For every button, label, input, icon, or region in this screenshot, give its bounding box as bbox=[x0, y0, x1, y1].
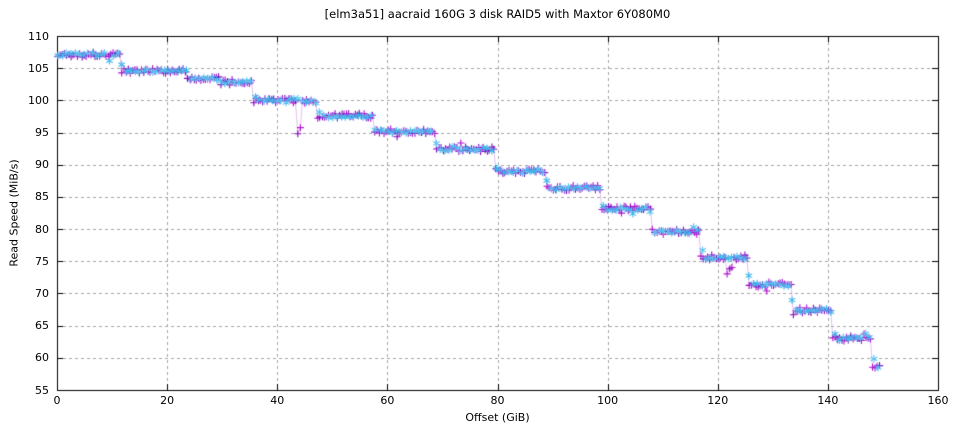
y-tick-label: 110 bbox=[28, 29, 49, 43]
x-tick-label: 60 bbox=[380, 394, 395, 407]
x-tick-label: 80 bbox=[490, 394, 505, 407]
y-tick-label: 100 bbox=[28, 93, 49, 107]
y-tick-label: 75 bbox=[35, 254, 49, 268]
y-tick-label: 85 bbox=[35, 190, 49, 204]
y-tick-label: 105 bbox=[28, 61, 49, 75]
x-axis-label: Offset (GiB) bbox=[465, 411, 530, 424]
y-tick-label: 55 bbox=[35, 383, 49, 397]
x-tick-label: 160 bbox=[927, 394, 949, 407]
y-tick-label: 65 bbox=[35, 319, 49, 333]
x-tick-label: 40 bbox=[270, 394, 285, 407]
x-tick-label: 140 bbox=[817, 394, 839, 407]
y-tick-label: 60 bbox=[35, 351, 49, 365]
y-tick-label: 90 bbox=[35, 158, 49, 172]
x-tick-label: 20 bbox=[160, 394, 175, 407]
x-tick-label: 0 bbox=[53, 394, 61, 407]
y-tick-label: 80 bbox=[35, 222, 49, 236]
y-tick-label: 95 bbox=[35, 126, 49, 140]
chart-title: [elm3a51] aacraid 160G 3 disk RAID5 with… bbox=[324, 7, 671, 21]
y-axis-label: Read Speed (MiB/s) bbox=[7, 159, 21, 267]
x-tick-label: 120 bbox=[707, 394, 729, 407]
y-tick-label: 70 bbox=[35, 286, 49, 300]
x-tick-label: 100 bbox=[597, 394, 619, 407]
